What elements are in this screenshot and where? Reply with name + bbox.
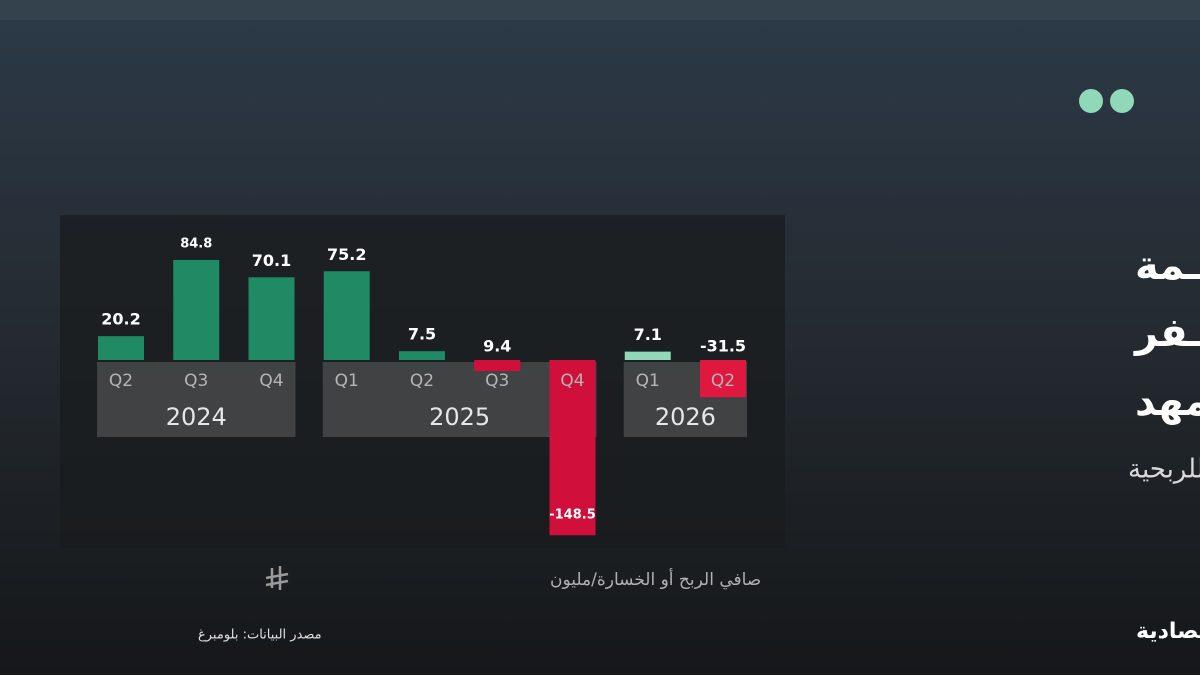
group-label: 2025 xyxy=(429,403,490,431)
value-label: 75.2 xyxy=(327,245,366,264)
value-label: 70.1 xyxy=(252,251,291,270)
value-label: 9.4 xyxy=(483,337,511,356)
x-tick-label: Q2 xyxy=(711,371,735,391)
x-tick-label: Q2 xyxy=(410,371,434,391)
bar xyxy=(474,360,521,372)
bar xyxy=(248,277,295,360)
x-tick-label: Q1 xyxy=(335,371,359,391)
value-label: -148.5 xyxy=(549,508,596,523)
top-band xyxy=(0,0,1200,20)
bar xyxy=(700,360,746,398)
title-line: العربية قد تمهد xyxy=(1135,379,1200,425)
bar xyxy=(624,351,671,360)
source: مصدر البيانات: بلومبرغ xyxy=(198,628,322,643)
subtitle: الطريق للعودة للربحية xyxy=(1128,455,1200,485)
x-tick-label: Q3 xyxy=(184,371,208,391)
value-label: 7.5 xyxy=(408,325,436,344)
bar xyxy=(399,351,445,360)
bar xyxy=(549,360,596,536)
x-tick-label: Q3 xyxy=(485,371,509,391)
value-label: -31.5 xyxy=(700,337,746,356)
brand-logo: الاقتصادية xyxy=(1136,619,1200,644)
value-axis-label: صافي الربح أو الخسارة/مليون xyxy=(550,568,761,590)
bar xyxy=(98,336,144,360)
title-line: لشركـــة الحـــفر xyxy=(1133,310,1200,356)
bar xyxy=(173,259,220,360)
x-tick-label: Q1 xyxy=(636,371,660,391)
value-label: 84.8 xyxy=(180,236,212,251)
group-label: 2026 xyxy=(655,403,716,431)
group-label: 2024 xyxy=(166,403,227,431)
x-tick-label: Q4 xyxy=(259,371,283,391)
dot xyxy=(1110,89,1134,113)
title-line: عقـــود ضخـمة xyxy=(1135,243,1200,289)
dot xyxy=(1079,89,1103,113)
currency-icon xyxy=(265,566,289,590)
bar xyxy=(323,271,370,360)
x-tick-label: Q2 xyxy=(109,371,133,391)
x-tick-label: Q4 xyxy=(560,371,584,391)
value-label: 7.1 xyxy=(634,325,662,344)
value-label: 20.2 xyxy=(101,310,140,329)
group-box xyxy=(97,362,296,437)
